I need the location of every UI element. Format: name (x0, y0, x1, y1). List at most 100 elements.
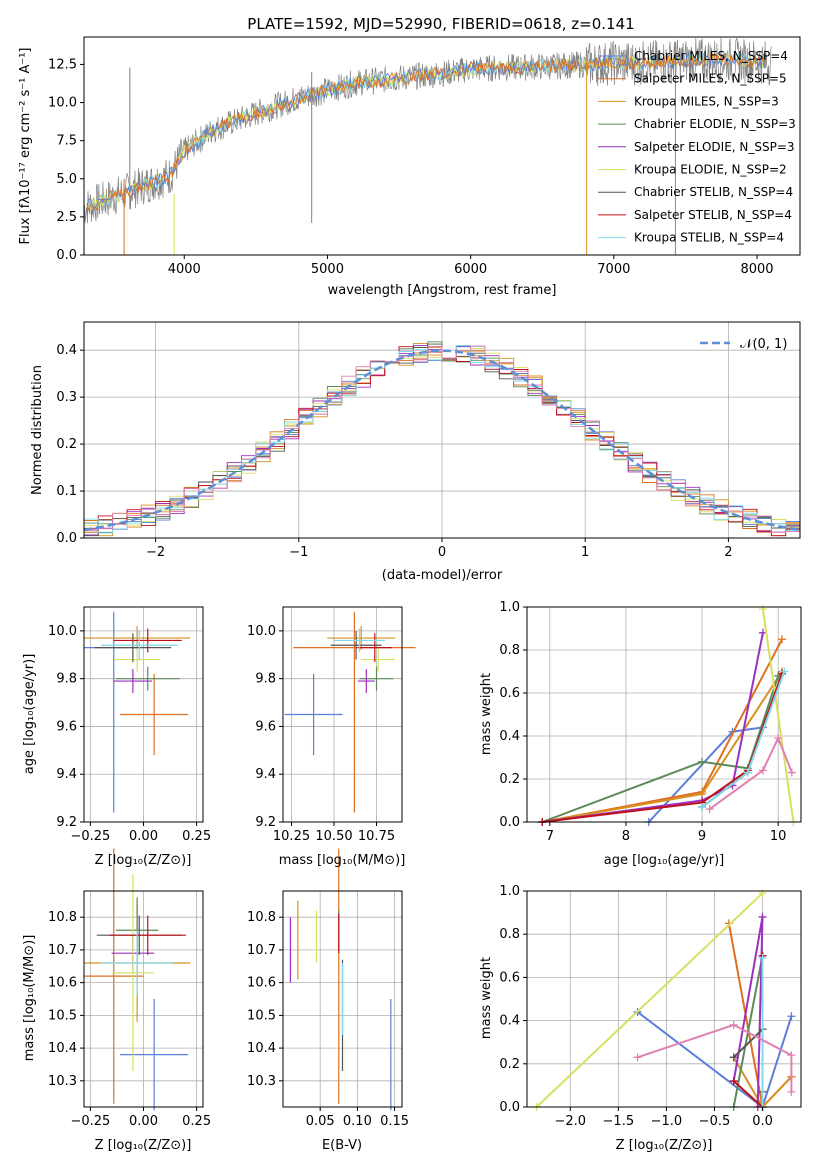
residual-histogram (83, 345, 800, 538)
residuals-ytick-label: 0.0 (56, 531, 77, 546)
weight-marker (698, 757, 707, 766)
spectrum-xtick-label: 5000 (311, 262, 344, 277)
panel-xtick-label: −1.0 (651, 1114, 683, 1129)
panel-ytick-label: 9.2 (255, 815, 276, 830)
panel-ytick-label: 0.4 (499, 729, 520, 744)
residuals-legend: 𝒩(0, 1) (700, 337, 787, 352)
panel-ytick-label: 10.4 (247, 1041, 276, 1056)
spectrum-ytick-label: 10.0 (48, 96, 77, 111)
weight-marker (787, 768, 796, 777)
panel-ytick-label: 1.0 (499, 884, 520, 899)
panel-ytick-label: 9.6 (255, 719, 276, 734)
residuals-xtick-label: 0 (438, 545, 446, 560)
panel-xtick-label: −0.25 (70, 1114, 110, 1129)
panel-frame (282, 890, 403, 1108)
panel-ytick-label: 10.3 (247, 1074, 276, 1089)
panel-ytick-label: 10.8 (48, 910, 77, 925)
weight-marker (743, 768, 752, 777)
weight-line (542, 673, 783, 823)
panel-ytick-label: 10.6 (48, 976, 77, 991)
panel-ytick-label: 9.8 (56, 672, 77, 687)
panel-xtick-label: 0.10 (343, 1114, 372, 1129)
weight-line (535, 892, 764, 1108)
weight-marker (787, 1051, 796, 1060)
weight-marker (758, 912, 767, 921)
weight-age-xlabel: age [log₁₀(age/yr)] (604, 853, 725, 868)
panel-ytick-label: 9.8 (255, 672, 276, 687)
weight-marker (758, 605, 767, 614)
weight-vs-age-panel: 7 8 9 10 0.0 0.2 0.4 0.6 0.8 1.0 (499, 600, 802, 844)
panel-xtick-label: 10.75 (358, 829, 395, 844)
weight-age-ylabel: mass weight (479, 673, 494, 755)
panel-ytick-label: 0.6 (499, 686, 520, 701)
panel-xtick-label: −0.25 (70, 829, 110, 844)
panel-ytick-label: 10.4 (48, 1041, 77, 1056)
weight-line (709, 735, 793, 810)
panel-frame (526, 890, 802, 1108)
panel-xtick-label: −0.5 (699, 1114, 731, 1129)
panel-ytick-label: 0.2 (499, 1057, 520, 1072)
spectrum-xtick-label: 4000 (168, 262, 201, 277)
weight-marker (729, 1053, 738, 1062)
spectrum-frame (83, 36, 801, 256)
residuals-panel: −2 −1 0 1 2 0.0 0.1 0.2 0.3 0.4 (data-model)/erro… (30, 321, 801, 583)
mass-ebv-xlabel: E(B-V) (322, 1138, 362, 1153)
panel-xtick-label: 0.25 (182, 829, 211, 844)
residuals-xlabel: (data-model)/error (382, 568, 503, 583)
spectrum-xtick-label: 6000 (454, 262, 487, 277)
panel-xtick-label: 0.05 (306, 1114, 335, 1129)
panel-xtick-label: 0.00 (129, 829, 158, 844)
panel-xtick-label: 10.25 (273, 829, 310, 844)
spectrum-ytick-label: 5.0 (56, 172, 77, 187)
age-vs-mass-panel: 10.25 10.50 10.75 9.2 9.4 9.6 9.8 10.0 (247, 606, 416, 844)
age-mass-xlabel: mass [log₁₀(M/M⊙)] (279, 853, 406, 868)
residuals-ytick-label: 0.3 (56, 390, 77, 405)
panel-frame (282, 606, 403, 823)
weight-marker (758, 953, 767, 962)
residuals-xtick-label: 1 (581, 545, 589, 560)
panel-xtick-label: 9 (698, 829, 706, 844)
weight-marker (780, 667, 789, 676)
panel-xtick-label: 0.25 (182, 1114, 211, 1129)
residuals-xtick-label: −2 (146, 545, 165, 560)
legend-label: Salpeter ELODIE, N_SSP=3 (634, 140, 795, 154)
panel-ytick-label: 10.0 (247, 624, 276, 639)
spectrum-legend: Chabrier MILES, N_SSP=4 Salpeter MILES, N… (598, 49, 796, 245)
panel-xtick-label: 8 (622, 829, 630, 844)
panel-ytick-label: 10.8 (247, 910, 276, 925)
panel-ytick-label: 0.8 (499, 643, 520, 658)
legend-label: Salpeter STELIB, N_SSP=4 (634, 208, 792, 222)
legend-label: Kroupa ELODIE, N_SSP=2 (634, 163, 787, 177)
panel-xtick-label: 0.15 (380, 1114, 409, 1129)
legend-label: Chabrier ELODIE, N_SSP=3 (634, 117, 796, 131)
observed-spectrum-line (83, 37, 772, 224)
panel-ytick-label: 0.4 (499, 1014, 520, 1029)
spectrum-xtick-label: 8000 (740, 262, 773, 277)
spectrum-ytick-label: 12.5 (48, 57, 77, 72)
legend-label: Kroupa STELIB, N_SSP=4 (634, 231, 784, 245)
age-z-ylabel: age [log₁₀(age/yr)] (22, 654, 37, 775)
panel-ytick-label: 10.7 (48, 943, 77, 958)
panel-ytick-label: 0.2 (499, 772, 520, 787)
panel-ytick-label: 1.0 (499, 600, 520, 615)
residuals-ytick-label: 0.2 (56, 437, 77, 452)
panel-ytick-label: 0.6 (499, 970, 520, 985)
mass-z-ylabel: mass [log₁₀(M/M⊙)] (22, 935, 37, 1062)
weight-marker (729, 1020, 738, 1029)
residuals-plot (83, 341, 801, 538)
panel-ytick-label: 0.8 (499, 927, 520, 942)
panel-ytick-label: 10.0 (48, 624, 77, 639)
weight-marker (777, 635, 786, 644)
spectrum-ytick-label: 2.5 (56, 210, 77, 225)
residuals-xtick-label: 2 (724, 545, 732, 560)
mass-z-xlabel: Z [log₁₀(Z/Z⊙)] (95, 1138, 192, 1153)
residuals-ytick-label: 0.1 (56, 484, 77, 499)
panel-ytick-label: 10.6 (247, 976, 276, 991)
weight-marker (729, 1077, 738, 1086)
weight-marker (774, 734, 783, 743)
panel-xtick-label: 10.50 (315, 829, 352, 844)
panel-ytick-label: 10.5 (247, 1008, 276, 1023)
panel-ytick-label: 0.0 (499, 815, 520, 830)
weight-marker (758, 766, 767, 775)
